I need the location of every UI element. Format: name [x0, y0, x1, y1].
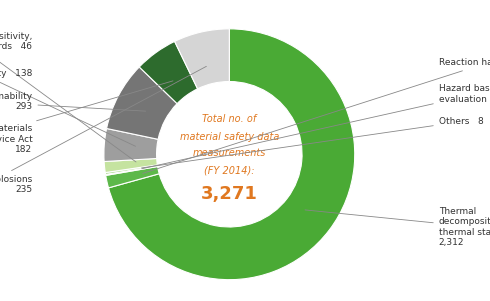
Text: Sensitivity,
explosiveness hazards   46: Sensitivity, explosiveness hazards 46 [0, 32, 136, 162]
Text: Thermal
decomposition,
thermal stability
2,312: Thermal decomposition, thermal stability… [305, 207, 490, 247]
Text: Total no. of: Total no. of [202, 114, 256, 124]
Text: material safety data: material safety data [180, 132, 279, 142]
Wedge shape [104, 159, 157, 172]
Text: Static electricity   138: Static electricity 138 [0, 70, 136, 146]
Text: Ignitability, flammability
293: Ignitability, flammability 293 [0, 92, 146, 111]
Text: Gas, dust explosions
235: Gas, dust explosions 235 [0, 66, 206, 194]
Text: Hazard based on
evaluation   4: Hazard based on evaluation 4 [142, 84, 490, 169]
Text: measurements: measurements [193, 148, 266, 158]
Wedge shape [105, 166, 158, 175]
Text: 3,271: 3,271 [201, 185, 258, 203]
Wedge shape [106, 166, 159, 188]
Text: Reaction hazards   53: Reaction hazards 53 [143, 58, 490, 173]
Text: Others   8: Others 8 [142, 117, 484, 168]
Wedge shape [105, 165, 157, 175]
Wedge shape [139, 42, 197, 104]
Wedge shape [104, 129, 158, 162]
Wedge shape [108, 29, 355, 280]
Text: Hazardous materials
under the Fire Service Act
182: Hazardous materials under the Fire Servi… [0, 81, 173, 154]
Wedge shape [107, 67, 177, 139]
Text: (FY 2014):: (FY 2014): [204, 166, 255, 175]
Wedge shape [174, 29, 229, 89]
